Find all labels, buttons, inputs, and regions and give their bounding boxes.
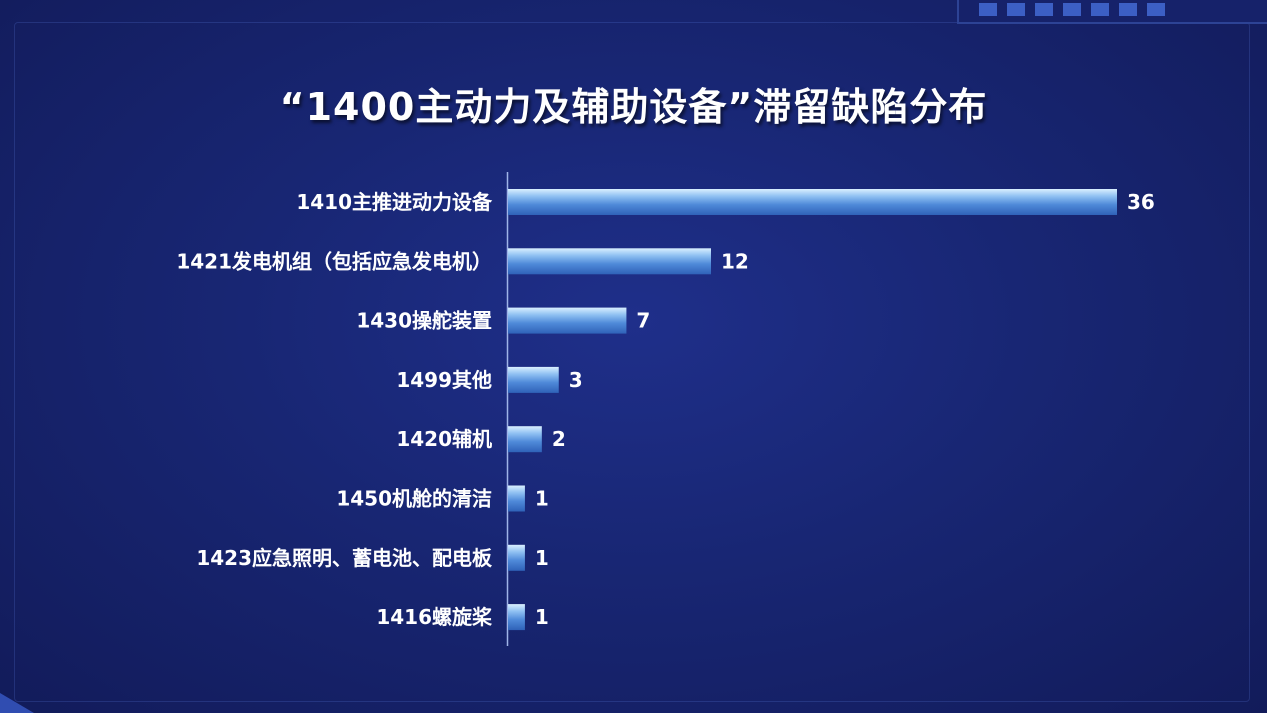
category-label: 1423应急照明、蓄电池、配电板	[196, 546, 493, 570]
bar	[508, 544, 525, 571]
bar	[508, 307, 627, 334]
data-label: 1	[535, 546, 549, 570]
category-label: 1420辅机	[396, 427, 492, 451]
data-label: 1	[535, 605, 549, 629]
category-label: 1421发电机组（包括应急发电机）	[176, 249, 492, 273]
bar	[508, 485, 525, 512]
decoration-block	[1091, 3, 1109, 16]
bar	[508, 248, 711, 275]
data-label: 3	[569, 368, 583, 392]
data-label: 1	[535, 487, 549, 511]
bar	[508, 426, 542, 453]
corner-decoration	[0, 693, 34, 713]
top-right-decoration	[957, 0, 1267, 24]
bar	[508, 366, 559, 393]
chart-title: “1400主动力及辅助设备”滞留缺陷分布	[279, 85, 988, 129]
category-label: 1416螺旋桨	[376, 605, 493, 629]
category-label: 1499其他	[396, 368, 492, 392]
data-label: 36	[1127, 190, 1155, 214]
data-label: 7	[636, 309, 650, 333]
data-label: 12	[721, 249, 749, 273]
category-label: 1430操舵装置	[356, 309, 492, 333]
decoration-block	[979, 3, 997, 16]
decoration-block	[1147, 3, 1165, 16]
category-label: 1450机舱的清洁	[336, 487, 492, 511]
decoration-block	[1035, 3, 1053, 16]
decoration-block	[1119, 3, 1137, 16]
decoration-block	[1007, 3, 1025, 16]
decoration-block	[1063, 3, 1081, 16]
category-label: 1410主推进动力设备	[296, 190, 493, 214]
bar	[508, 604, 525, 631]
bar	[508, 189, 1117, 215]
data-label: 2	[552, 427, 566, 451]
chart-frame	[14, 22, 1250, 702]
